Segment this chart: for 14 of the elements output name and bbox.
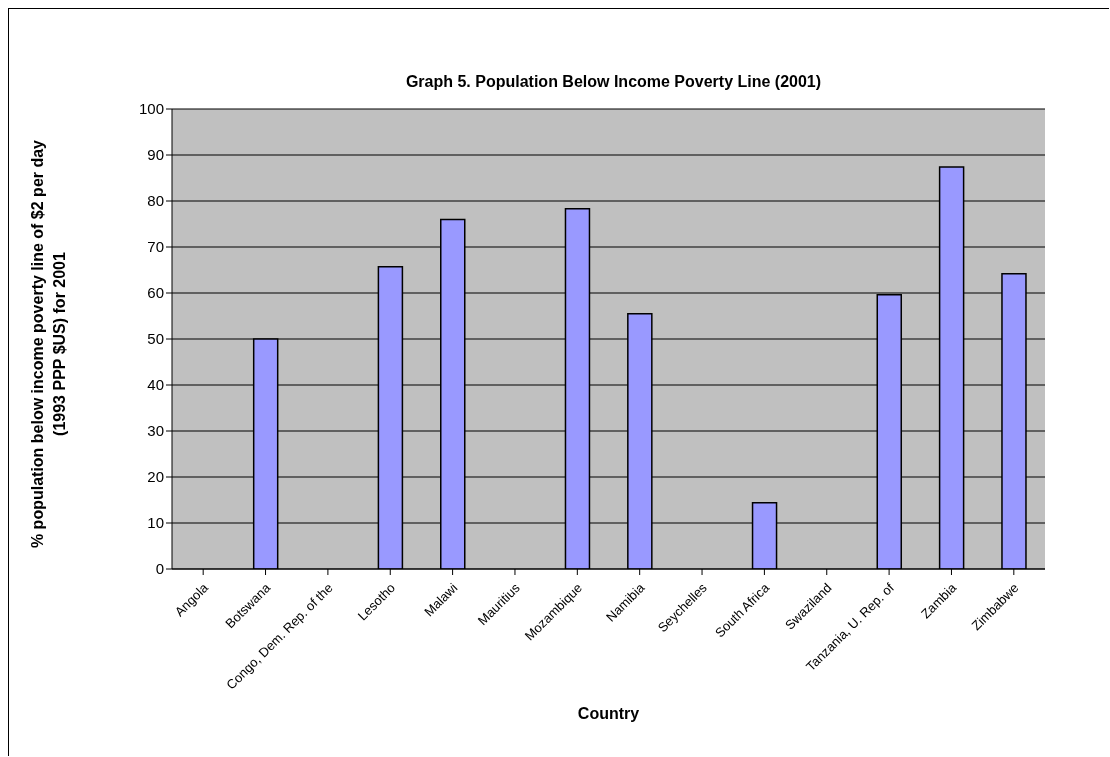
y-tick-label: 50 xyxy=(147,330,164,348)
y-tick-label: 20 xyxy=(147,468,164,486)
y-tick-label: 90 xyxy=(147,146,164,164)
x-axis-title: Country xyxy=(577,705,640,722)
y-tick-label: 80 xyxy=(147,192,164,210)
y-axis-title: % population below income poverty line of $2 per day (1993 PPP $US) for 2001 xyxy=(28,138,69,551)
y-tick-label: 60 xyxy=(147,284,164,302)
y-tick-label: 0 xyxy=(155,560,164,578)
y-tick-label: 30 xyxy=(147,422,164,440)
chart-title: Graph 5. Population Below Income Poverty Line (2001) xyxy=(404,73,823,91)
y-tick-label: 70 xyxy=(147,238,164,256)
y-tick-label: 100 xyxy=(138,100,164,118)
y-tick-label: 40 xyxy=(147,376,164,394)
y-tick-label: 10 xyxy=(147,514,164,532)
